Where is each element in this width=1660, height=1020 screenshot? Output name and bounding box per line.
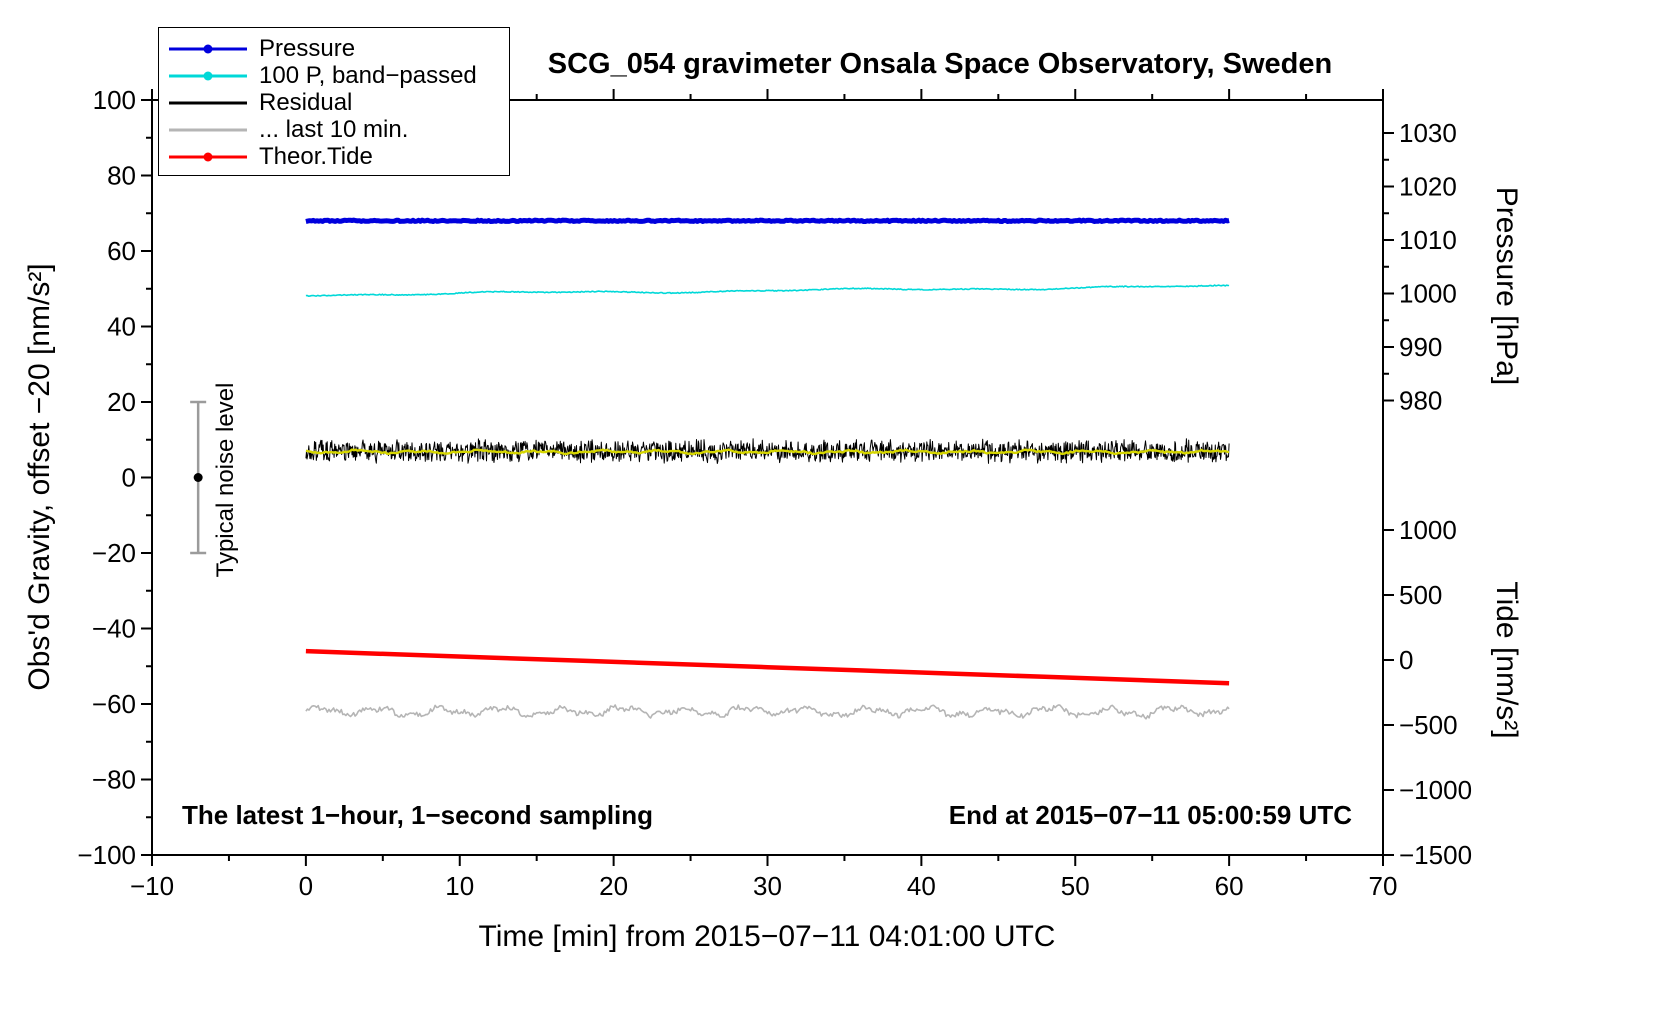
series-1-100-p-band-passed — [305, 284, 1230, 298]
x-axis-label: Time [min] from 2015−07−11 04:01:00 UTC — [478, 920, 1056, 953]
pressure-tick-label: 1000 — [1399, 279, 1457, 309]
gravity-tick-label: −20 — [92, 538, 136, 568]
series-4-theor-tide — [305, 648, 1230, 686]
series-0-pressure — [305, 217, 1230, 224]
chart-title: SCG_054 gravimeter Onsala Space Observat… — [547, 48, 1333, 80]
pressure-tick-label: 980 — [1399, 386, 1442, 416]
gravity-tick-label: 60 — [107, 236, 136, 266]
legend-item-4: Theor.Tide — [165, 143, 503, 170]
legend-marker-icon — [169, 101, 247, 104]
legend-label: Theor.Tide — [259, 142, 373, 170]
annotation-end-time: End at 2015−07−11 05:00:59 UTC — [948, 800, 1352, 830]
legend-item-3: ... last 10 min. — [165, 116, 503, 143]
y-axis-label-tide: Tide [nm/s²] — [1490, 581, 1523, 739]
legend-label: ... last 10 min. — [259, 115, 409, 143]
noise-level-dot — [193, 473, 203, 482]
gravity-tick-label: 100 — [93, 85, 136, 115]
legend-marker-icon — [169, 71, 247, 80]
tide-tick-label: 500 — [1399, 580, 1442, 610]
legend-label: 100 P, band−passed — [259, 61, 477, 89]
tide-tick-label: 0 — [1399, 645, 1413, 675]
gravity-tick-label: 40 — [107, 312, 136, 342]
series-2-residual — [305, 438, 1230, 464]
x-tick-label: 50 — [1061, 871, 1090, 901]
legend-marker-icon — [169, 44, 247, 53]
tide-tick-label: −1500 — [1399, 840, 1472, 870]
legend-label: Pressure — [259, 34, 356, 62]
annotation-sampling: The latest 1−hour, 1−second sampling — [182, 800, 654, 830]
tide-tick-label: −500 — [1399, 710, 1458, 740]
tick-labels: −10 0 10 20 30 40 50 60 70−100−80−60−40−20020406… — [77, 85, 1472, 901]
legend-item-0: Pressure — [165, 35, 503, 62]
legend-marker-icon — [169, 152, 247, 161]
gravity-tick-label: −100 — [77, 840, 136, 870]
x-tick-label: 70 — [1369, 871, 1398, 901]
legend-label: Residual — [259, 88, 353, 116]
tide-tick-label: 1000 — [1399, 515, 1457, 545]
axis-ticks — [141, 89, 1394, 866]
gravity-tick-label: −80 — [92, 765, 136, 795]
legend-marker-icon — [169, 128, 247, 131]
gravity-tick-label: −60 — [92, 689, 136, 719]
pressure-tick-label: 1010 — [1399, 225, 1457, 255]
pressure-tick-label: 1020 — [1399, 172, 1457, 202]
series-3-residual-running-mean — [305, 448, 1230, 456]
x-tick-label: 40 — [907, 871, 936, 901]
y-axis-label-gravity: Obs'd Gravity, offset −20 [nm/s²] — [23, 263, 56, 691]
x-tick-label: 10 — [445, 871, 474, 901]
gravity-tick-label: 0 — [122, 463, 136, 493]
legend-item-2: Residual — [165, 89, 503, 116]
pressure-tick-label: 990 — [1399, 332, 1442, 362]
y-axis-label-pressure: Pressure [hPa] — [1490, 186, 1523, 386]
x-tick-label: 60 — [1215, 871, 1244, 901]
legend: Pressure 100 P, band−passed Residual... la… — [158, 27, 510, 176]
pressure-tick-label: 1030 — [1399, 118, 1457, 148]
gravity-tick-label: −40 — [92, 614, 136, 644]
noise-level-label: Typical noise level — [212, 382, 239, 578]
tide-tick-label: −1000 — [1399, 775, 1472, 805]
x-tick-label: 30 — [753, 871, 782, 901]
x-tick-label: 20 — [599, 871, 628, 901]
noise-level-marker — [190, 400, 207, 555]
x-tick-label: 0 — [299, 871, 313, 901]
plot-frame — [151, 99, 1384, 856]
legend-item-1: 100 P, band−passed — [165, 62, 503, 89]
x-tick-label: −10 — [130, 871, 174, 901]
series-5--last-10-min- — [305, 704, 1230, 720]
gravity-tick-label: 80 — [107, 161, 136, 191]
gravity-tick-label: 20 — [107, 387, 136, 417]
